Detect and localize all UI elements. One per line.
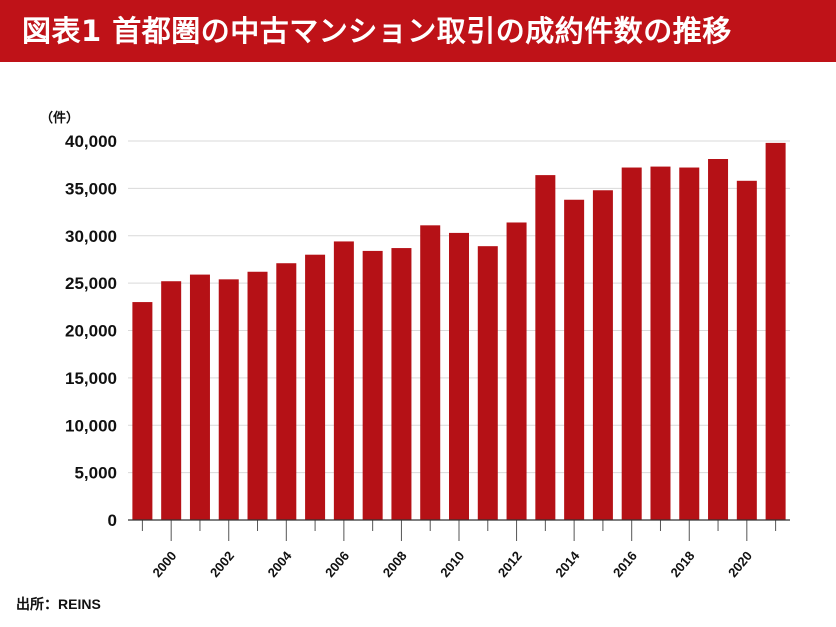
x-tick-label: 2006 — [322, 548, 352, 580]
x-tick-label: 2016 — [610, 548, 640, 580]
bar-2017 — [650, 166, 671, 520]
x-tick-label: 2000 — [149, 548, 179, 580]
y-tick-label: 0 — [108, 511, 117, 530]
bar-2020 — [736, 180, 757, 521]
y-tick-label: 40,000 — [65, 132, 117, 151]
x-tick-label: 2014 — [552, 548, 583, 580]
bar-2016 — [621, 167, 642, 520]
y-tick-label: 15,000 — [65, 369, 117, 388]
bar-2002 — [218, 279, 239, 520]
bar-2019 — [708, 159, 729, 520]
y-tick-label: 20,000 — [65, 322, 117, 341]
bar-2014 — [564, 199, 585, 520]
x-tick-label: 2008 — [380, 548, 410, 580]
bar-2000 — [161, 281, 182, 520]
bar-2001 — [189, 274, 210, 520]
x-tick-label: 2002 — [207, 548, 237, 580]
bar-2013 — [535, 175, 556, 521]
bar-2003 — [247, 271, 268, 520]
bar-2011 — [477, 246, 498, 521]
bar-2009 — [420, 225, 441, 520]
bar-2005 — [305, 254, 326, 520]
bar-2015 — [592, 190, 613, 520]
title-banner: 図表1 首都圏の中古マンション取引の成約件数の推移 — [0, 0, 836, 62]
x-tick-label: 2010 — [437, 548, 467, 580]
source-note: 出所：REINS — [16, 596, 101, 612]
chart-title: 図表1 首都圏の中古マンション取引の成約件数の推移 — [22, 14, 732, 48]
bar-2010 — [449, 232, 469, 520]
bar-1999 — [132, 302, 153, 520]
bar-2004 — [276, 263, 297, 520]
y-tick-label: 30,000 — [65, 227, 117, 246]
x-tick-label: 2004 — [265, 548, 296, 580]
bar-2012 — [506, 222, 527, 521]
x-tick-label: 2020 — [725, 548, 755, 580]
bar-2018 — [679, 167, 700, 520]
y-axis-label: （件） — [40, 110, 79, 126]
y-tick-label: 5,000 — [74, 464, 117, 483]
bar-2021 — [765, 142, 786, 520]
x-tick-label: 2012 — [495, 548, 525, 580]
bar-2007 — [362, 250, 383, 520]
x-tick-label: 2018 — [667, 548, 697, 580]
bar-2008 — [391, 248, 412, 520]
bar-2006 — [333, 241, 354, 520]
y-tick-label: 35,000 — [65, 179, 117, 198]
y-tick-label: 25,000 — [65, 274, 117, 293]
y-tick-label: 10,000 — [65, 416, 117, 435]
